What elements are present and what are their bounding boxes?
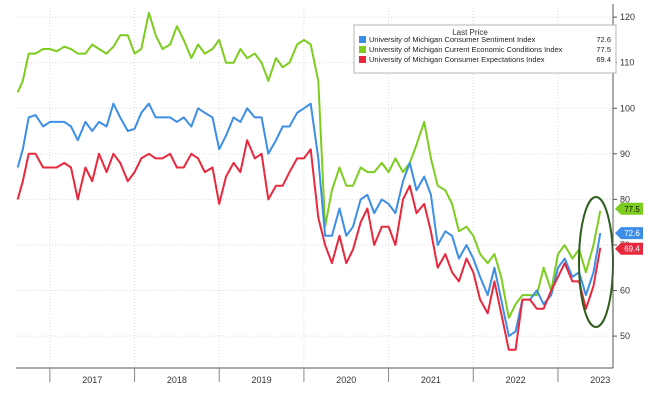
y-tick-label: 80 [620,194,630,204]
last-value-badge-shape [615,242,643,255]
x-tick-label: 2020 [336,375,356,385]
legend-series-name: University of Michigan Current Economic … [369,45,563,54]
gridlines [16,8,613,368]
x-tick-label: 2023 [590,375,610,385]
y-tick-label: 60 [620,286,630,296]
last-value-badges: 77.5 72.6 69.4 [615,202,643,255]
x-tick-label: 2018 [167,375,187,385]
legend-header: Last Price [452,28,488,37]
legend-items: University of Michigan Current Economic … [359,35,611,64]
last-value-badge-label: 77.5 [624,205,640,214]
y-tick-label: 110 [620,58,634,68]
last-value-badge-2: 69.4 [615,242,643,255]
legend-swatch [359,36,366,43]
legend-series-value: 72.6 [596,35,611,44]
legend-series-name: University of Michigan Consumer Expectat… [369,55,545,64]
x-tick-label: 2021 [421,375,441,385]
last-value-badge-1: 72.6 [615,227,643,240]
last-value-badge-label: 72.6 [624,229,640,238]
legend-swatch [359,56,366,63]
x-tick-label: 2017 [82,375,102,385]
series-lines [16,11,602,351]
legend-box [353,24,617,74]
legend-series-name: University of Michigan Consumer Sentimen… [369,35,536,44]
x-tick-label: 2022 [506,375,526,385]
last-value-badge-0: 77.5 [615,202,643,215]
y-tick-label: 100 [620,103,635,113]
y-tick-label: 50 [620,331,630,341]
legend-series-value: 77.5 [596,45,611,54]
x-tick-label: 2019 [252,375,272,385]
legend-series-value: 69.4 [596,55,611,64]
last-value-badge-label: 69.4 [624,245,640,254]
last-value-badge-shape [615,202,643,215]
series-line-0 [16,11,602,319]
legend: Last Price University of Michigan Curren… [353,24,617,74]
y-tick-label: 120 [620,12,635,22]
series-line-1 [16,102,602,338]
y-tick-label: 90 [620,149,630,159]
last-value-badge-shape [615,227,643,240]
series-line-2 [16,139,602,351]
legend-swatch [359,46,366,53]
